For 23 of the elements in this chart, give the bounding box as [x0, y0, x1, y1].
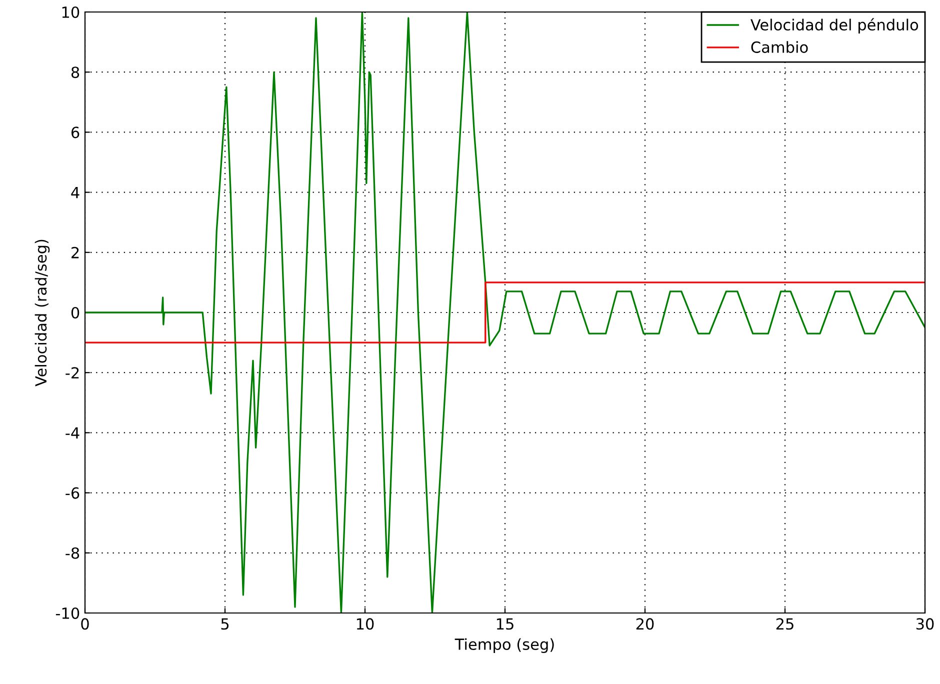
y-tick-label: 10 [62, 6, 80, 18]
x-tick-label: 20 [636, 618, 654, 630]
y-tick-label: -8 [66, 547, 80, 559]
x-tick-label: 0 [81, 618, 89, 630]
x-tick-label: 25 [776, 618, 794, 630]
x-tick-label: 15 [496, 618, 514, 630]
x-tick-label: 30 [916, 618, 934, 630]
y-axis-title: Velocidad (rad/seg) [34, 240, 50, 386]
y-tick-label: -2 [66, 367, 79, 378]
y-tick-label: 2 [72, 246, 79, 258]
x-tick-label: 5 [221, 618, 229, 630]
legend-label: Cambio [751, 41, 808, 53]
y-tick-label: 4 [71, 186, 80, 198]
legend-label: Velocidad del péndulo [750, 18, 918, 34]
y-tick-label: -10 [56, 607, 80, 620]
y-tick-label: 8 [71, 66, 80, 78]
x-tick-label: 10 [356, 618, 374, 630]
x-axis-title: Tiempo (seg) [454, 638, 554, 653]
y-tick-label: -4 [66, 427, 80, 439]
line-series [85, 12, 925, 613]
y-tick-label: 6 [71, 126, 80, 138]
y-tick-label: -6 [66, 487, 80, 499]
y-tick-label: 0 [71, 306, 80, 319]
